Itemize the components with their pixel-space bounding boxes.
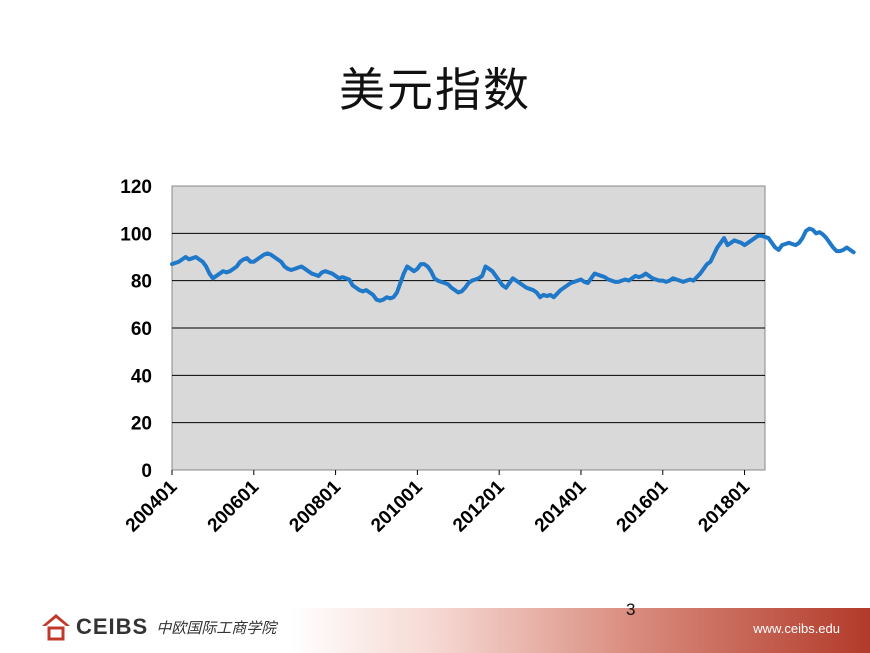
y-tick-label: 60 [131, 319, 152, 340]
x-tick-label: 200401 [122, 476, 182, 536]
y-tick-label: 20 [131, 414, 152, 435]
x-tick-label: 200601 [204, 476, 264, 536]
y-tick-label: 40 [131, 366, 152, 387]
y-axis-tick-labels: 0 20 40 60 80 100 120 [120, 177, 152, 482]
x-tick-label: 201001 [367, 476, 427, 536]
series-line [170, 226, 856, 303]
dollar-index-line-chart: 0 20 40 60 80 100 120 200401 200601 200801 201001… [120, 177, 856, 536]
x-tick-label: 201401 [531, 476, 591, 536]
x-tick-label: 201601 [613, 476, 673, 536]
x-tick-label: 200801 [285, 476, 345, 536]
logo-chinese-name: 中欧国际工商学院 [156, 618, 277, 637]
slide-title: 美元指数 [339, 63, 531, 117]
y-tick-label: 80 [131, 272, 152, 293]
x-tick-label: 201801 [694, 476, 754, 536]
page-number: 3 [626, 600, 636, 619]
y-tick-label: 120 [120, 177, 152, 198]
y-tick-label: 100 [120, 224, 152, 245]
x-tick-label: 201201 [449, 476, 509, 536]
ceibs-logo: CEIBS 中欧国际工商学院 [40, 612, 276, 642]
ceibs-logo-mark-icon [42, 614, 70, 641]
y-tick-label: 0 [141, 461, 152, 482]
logo-text: CEIBS [76, 614, 149, 639]
x-axis-tick-labels: 200401 200601 200801 201001 201201 201401 2016… [122, 470, 754, 536]
footer-url: www.ceibs.edu [753, 621, 840, 636]
footer-gradient-bar [290, 608, 870, 653]
